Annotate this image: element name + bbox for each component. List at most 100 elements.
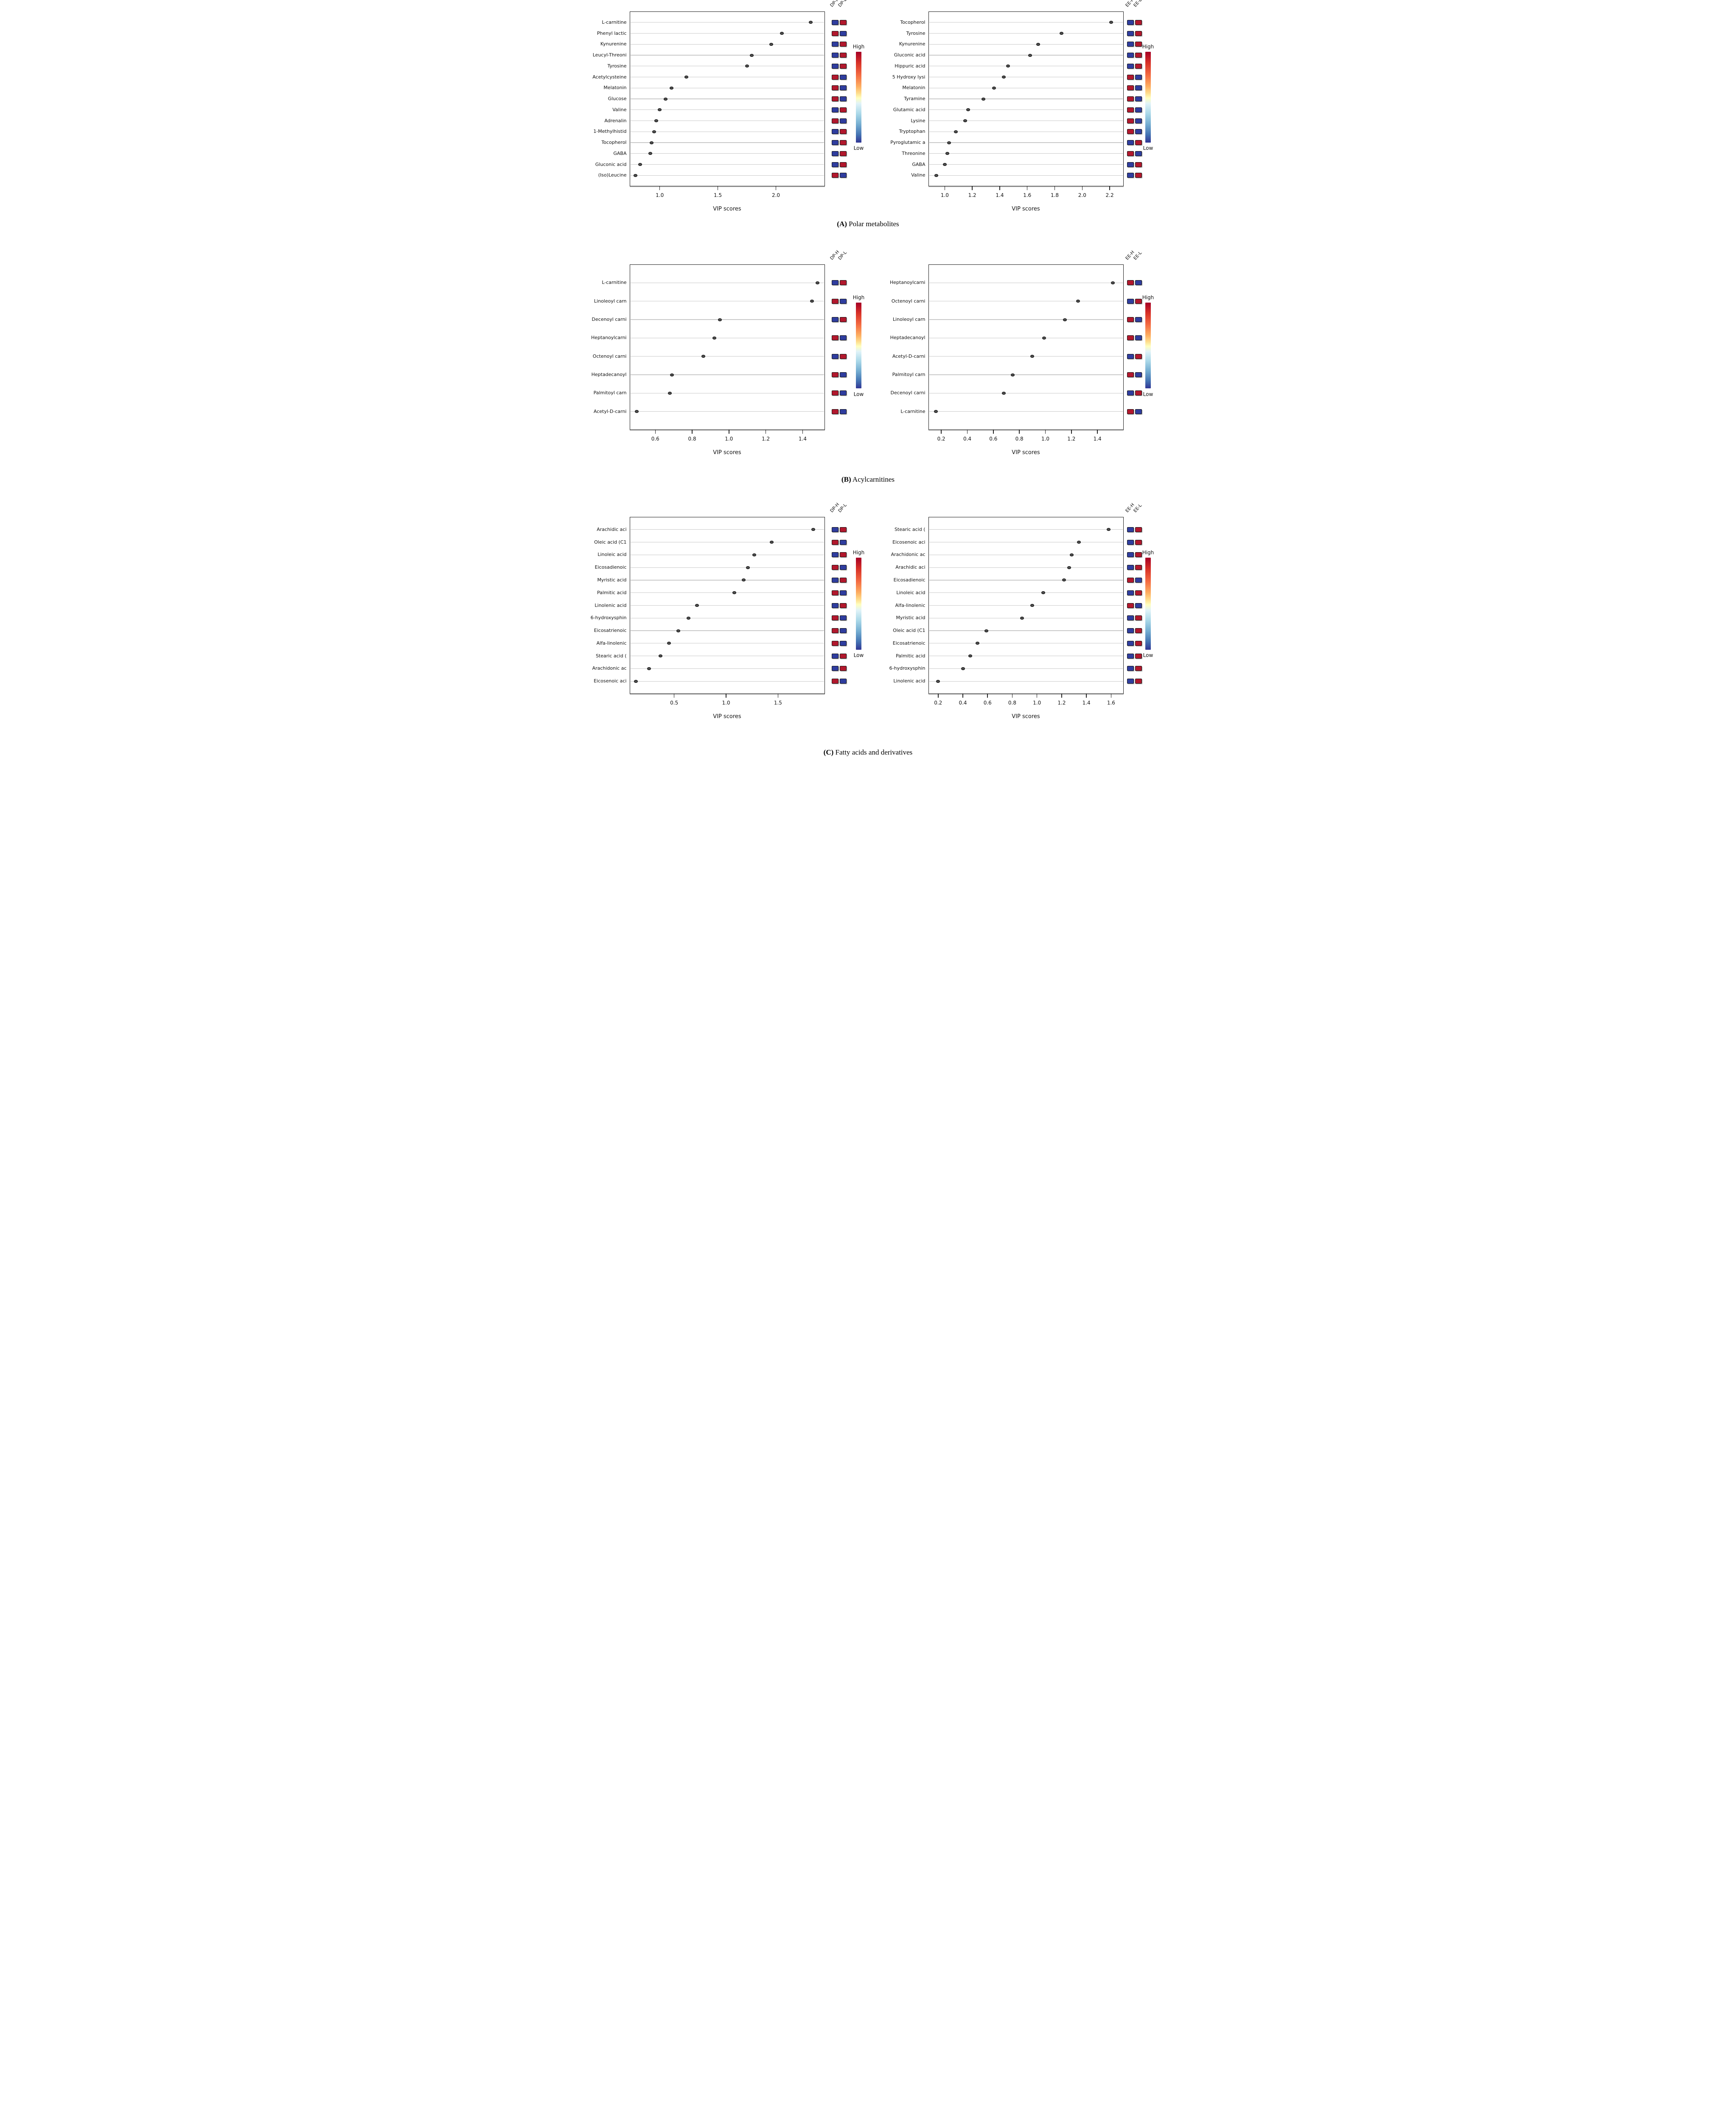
heatmap-cell	[831, 63, 839, 69]
heatmap-cell	[839, 590, 847, 595]
vip-dot	[947, 141, 951, 144]
gridline	[929, 630, 1123, 631]
heatmap-cell	[831, 565, 839, 570]
heatmap-cell	[1135, 96, 1142, 101]
heatmap-cell	[1127, 354, 1134, 359]
row-label: GABA	[613, 150, 627, 156]
heatmap-cell	[839, 107, 847, 112]
heatmap-cell	[831, 552, 839, 558]
heatmap-cell	[1135, 85, 1142, 91]
heatmap-cell	[1135, 280, 1142, 286]
heatmap-cell	[1135, 679, 1142, 684]
x-tick	[1045, 430, 1046, 434]
heatmap-cell	[1127, 390, 1134, 396]
row-label: Linoleoyl carn	[892, 317, 925, 322]
heatmap-cell	[831, 653, 839, 659]
heatmap-cell	[1135, 640, 1142, 646]
heatmap-cell	[839, 151, 847, 156]
row-label: Melatonin	[603, 85, 627, 91]
heatmap-cell	[1135, 162, 1142, 167]
heatmap-cell	[831, 107, 839, 112]
gridline	[929, 681, 1123, 682]
vip-dot	[684, 76, 689, 79]
row-label: Eicosatrienoic	[892, 640, 925, 646]
heatmap-cell	[1127, 140, 1134, 145]
caption-A: (A) Polar metabolites	[579, 220, 1158, 228]
gridline	[630, 411, 824, 412]
heatmap-cell	[1135, 666, 1142, 671]
x-tick-label: 1.2	[968, 192, 976, 198]
gridline	[630, 175, 824, 176]
heatmap-cell	[839, 527, 847, 532]
gridline	[630, 529, 824, 530]
vip-dot	[780, 32, 784, 35]
x-tick-label: 0.4	[963, 436, 972, 442]
heatmap-cell	[831, 42, 839, 47]
caption-C: (C) Fatty acids and derivatives	[579, 748, 1158, 757]
gridline	[630, 605, 824, 606]
heatmap-cell	[839, 640, 847, 646]
legend-low-label: Low	[853, 145, 864, 151]
heatmap-cell	[1135, 317, 1142, 322]
heatmap-cell	[839, 20, 847, 25]
legend-gradient	[1145, 302, 1151, 389]
row-label: Myristic acid	[597, 577, 627, 583]
x-tick-label: 1.0	[725, 436, 733, 442]
vip-dot	[1030, 604, 1034, 607]
gridline	[929, 98, 1123, 99]
heatmap-cell	[1127, 666, 1134, 671]
vip-dot	[945, 152, 950, 155]
heatmap-cell	[831, 96, 839, 101]
heatmap-cell	[831, 615, 839, 621]
heatmap-cell	[1135, 653, 1142, 659]
heatmap-cell	[1127, 96, 1134, 101]
row-label: Linoleoyl carn	[594, 298, 627, 304]
heatmap-cell	[1135, 151, 1142, 156]
x-tick-label: 0.2	[934, 700, 942, 706]
x-tick	[1082, 186, 1083, 190]
x-tick-label: 1.0	[1033, 700, 1041, 706]
legend-low-label: Low	[1143, 391, 1153, 397]
heatmap-cell	[1127, 527, 1134, 532]
heatmap-cell	[839, 53, 847, 58]
row-label: Arachidonic ac	[592, 665, 627, 671]
row-label: Arachidonic ac	[891, 552, 925, 558]
x-tick-label: 0.6	[983, 700, 992, 706]
vip-dot	[976, 642, 980, 645]
heatmap-cell	[1135, 140, 1142, 145]
x-tick	[673, 694, 675, 698]
heatmap-cell	[1135, 565, 1142, 570]
heatmap-cell	[1127, 20, 1134, 25]
heatmap-cell	[1135, 354, 1142, 359]
x-tick-label: 1.0	[722, 700, 730, 706]
vip-dot	[1020, 616, 1024, 620]
x-tick-label: 0.6	[651, 436, 659, 442]
row-label: L-carnitine	[602, 19, 627, 25]
row-label: Threonine	[902, 150, 925, 156]
row-label: Palmitic acid	[896, 653, 925, 659]
heatmap-cell	[1127, 679, 1134, 684]
caption-A-title: Polar metabolites	[849, 220, 899, 228]
heatmap-cell	[831, 409, 839, 414]
heatmap-cell	[1135, 31, 1142, 36]
legend-gradient	[855, 51, 861, 143]
heatmap-cell	[1127, 298, 1134, 304]
row-label: Eicosenoic aci	[594, 678, 627, 684]
heatmap-cell	[1127, 151, 1134, 156]
vip-dot	[667, 642, 671, 645]
x-axis-label: VIP scores	[713, 206, 741, 212]
heatmap-cell	[1127, 162, 1134, 167]
row-label: Pyroglutamic a	[890, 140, 925, 145]
vip-dot	[1062, 578, 1066, 582]
heatmap-cell	[831, 628, 839, 634]
vip-dot	[742, 578, 746, 582]
row-label: Tyrosine	[906, 30, 925, 36]
vip-dot	[1107, 528, 1111, 531]
heatmap-cell	[839, 96, 847, 101]
heatmap-cell	[839, 679, 847, 684]
heatmap-cell	[1127, 31, 1134, 36]
gridline	[630, 668, 824, 669]
x-tick	[692, 430, 693, 434]
legend-gradient	[855, 557, 861, 650]
row-label: Adrenalin	[604, 118, 627, 124]
